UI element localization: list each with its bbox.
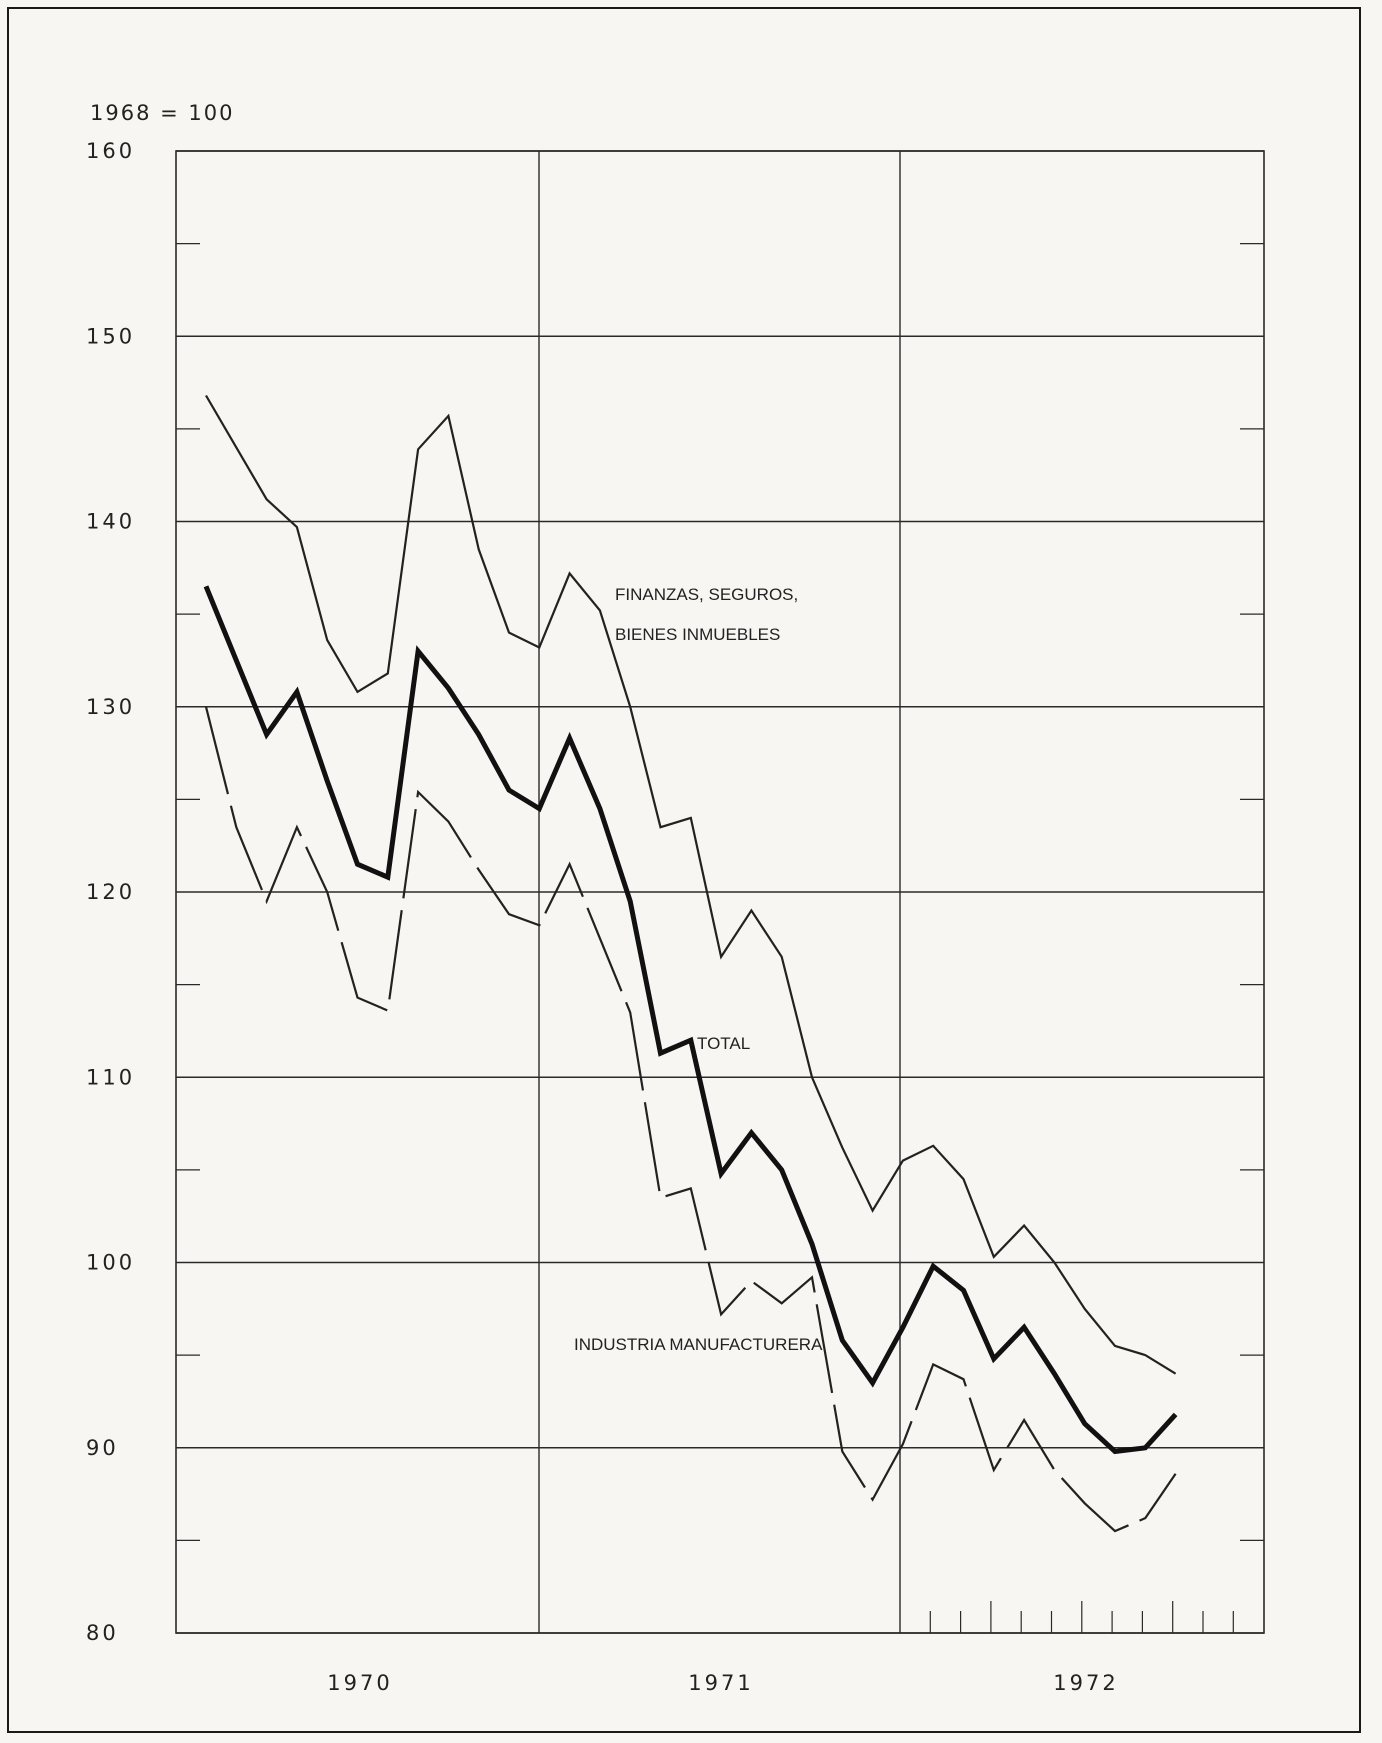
y-tick-label: 160 (86, 139, 135, 163)
series-line-finanzas (205, 394, 1177, 1375)
y-tick-label: 140 (86, 510, 135, 534)
x-tick-label: 1971 (688, 1671, 753, 1695)
series-labels: FINANZAS, SEGUROS, BIENES INMUEBLES TOTA… (574, 585, 823, 1354)
y-tick-label: 80 (86, 1621, 119, 1645)
y-tick-label: 150 (86, 324, 135, 348)
y-axis: 160 150 140 130 120 110 100 90 80 (86, 139, 135, 1645)
series-label-total: TOTAL (697, 1034, 750, 1053)
x-axis: 1970 1971 1972 (327, 1671, 1118, 1695)
y-tick-label: 110 (86, 1065, 135, 1089)
series-label-finanzas-line2: BIENES INMUEBLES (615, 625, 780, 644)
y-tick-label: 100 (86, 1251, 135, 1275)
series-label-finanzas-line1: FINANZAS, SEGUROS, (615, 585, 798, 604)
grid (176, 150, 1264, 1634)
y-tick-label: 130 (86, 695, 135, 719)
y-tick-label: 120 (86, 880, 135, 904)
series-line-industria (204, 706, 1177, 1533)
series-lines (203, 394, 1178, 1533)
outer-frame (7, 7, 1361, 1733)
series-label-industria: INDUSTRIA MANUFACTURERA (574, 1335, 823, 1354)
y-tick-label: 90 (86, 1436, 119, 1460)
y-axis-unit-label: 1968 = 100 (90, 101, 234, 125)
x-tick-label: 1972 (1053, 1671, 1118, 1695)
series-line-total (203, 585, 1178, 1455)
plot-border (175, 150, 1265, 1634)
x-tick-label: 1970 (327, 1671, 392, 1695)
